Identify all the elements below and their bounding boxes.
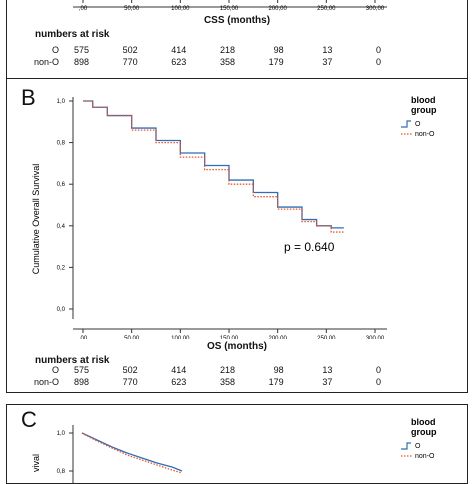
panel-c-series-o [81,432,183,472]
survival-chart: Cumulative Overall Survival 0,0 0,2 0,4 0,6… [31,95,437,339]
x-tick-label: 100,00 [171,6,190,12]
x-tick-label: 50,00 [124,6,140,12]
top-risk-table: O 575 502 414 218 98 13 0 non-O 898 770 623 358 179 37… [7,45,467,75]
risk-cell: 0 [375,45,381,55]
risk-cell: 179 [268,57,284,67]
risk-cell: 623 [171,57,187,67]
y-tick-label: 0,0 [57,307,66,313]
x-tick-label: 200,00 [268,6,287,12]
risk-cell: 358 [219,377,235,387]
panel-c-legend-title-1: blood [411,417,436,427]
x-tick-label: 150,00 [220,336,239,339]
y-tick-label: 0,6 [57,182,66,188]
series-line-o [83,100,344,229]
series-group [83,100,344,233]
panel-b-letter: B [21,85,36,110]
risk-cell: 575 [73,45,89,55]
risk-row-label: non-O [33,57,59,67]
top-panel: ,00 50,00 100,00 150,00 200,00 250,00 300,00 C… [6,0,468,88]
risk-row-label: O [51,365,59,375]
risk-cell: 770 [122,377,138,387]
risk-cell: 414 [171,365,187,375]
x-tick-label: 250,00 [317,336,336,339]
risk-row-label: O [51,45,59,55]
x-tick-label: 150,00 [220,6,239,12]
x-tick-label: 200,00 [268,336,287,339]
x-ticks: ,00 50,00 100,00 150,00 200,00 250,00 300,00 [79,329,385,339]
top-x-axis-title: CSS (months) [203,15,271,26]
x-tick-label: 250,00 [317,6,336,12]
risk-row-label: non-O [33,377,59,387]
panel-c-series-non-o [81,432,183,474]
risk-cell: 502 [122,365,138,375]
x-axis-title: OS (months) [207,341,267,352]
panel-b: B Cumulative Overall Survival 0,0 0,2 0,4 0… [6,78,468,393]
risk-cell: 179 [268,377,284,387]
legend-o-label: O [415,121,421,128]
y-tick-label: 0,8 [57,141,66,147]
risk-cell: 502 [122,45,138,55]
panel-c-ytick-2: 0,8 [57,469,66,475]
top-x-axis: ,00 50,00 100,00 150,00 200,00 250,00 300,00 [73,0,387,12]
risk-cell: 13 [322,45,333,55]
x-tick-label: ,00 [79,6,88,12]
risk-cell: 0 [375,365,381,375]
panel-c-legend-title-2: group [411,427,437,437]
risk-cell: 98 [273,45,284,55]
risk-cell: 623 [171,377,187,387]
y-tick-label: 0,4 [57,224,66,230]
b-risk-table: O 575 502 414 218 98 13 0 non-O 898 770 623 358 179 37… [7,365,467,392]
series-line-non-o [83,100,344,233]
risk-cell: 575 [73,365,89,375]
panel-c-ytick-1: 1,0 [57,431,66,437]
x-tick-label: ,00 [79,336,88,339]
risk-cell: 98 [273,365,284,375]
panel-c-legend-o-swatch [401,442,411,450]
risk-cell: 0 [375,377,381,387]
risk-cell: 13 [322,365,333,375]
panel-c-y-title: vival [31,454,41,472]
b-risk-title: numbers at risk [35,355,110,366]
y-tick-label: 0,2 [57,265,66,271]
risk-cell: 218 [219,365,235,375]
risk-cell: 770 [122,57,138,67]
x-tick-label: 50,00 [124,336,140,339]
risk-cell: 218 [219,45,235,55]
risk-cell: 37 [322,377,333,387]
legend: blood group O non-O [401,95,437,138]
legend-title-line1: blood [411,95,436,105]
panel-c-chart: vival 1,0 0,8 blood group O non-O [31,417,437,483]
risk-cell: 898 [73,57,89,67]
risk-cell: 414 [171,45,187,55]
top-risk-title: numbers at risk [35,29,110,40]
y-ticks: 0,0 0,2 0,4 0,6 0,8 1,0 [57,99,73,313]
panel-c-letter: C [21,407,37,432]
risk-cell: 0 [375,57,381,67]
x-tick-label: 300,00 [366,6,385,12]
risk-cell: 898 [73,377,89,387]
risk-cell: 358 [219,57,235,67]
legend-o-swatch [401,120,411,128]
legend-non-o-label: non-O [415,131,435,138]
risk-cell: 37 [322,57,333,67]
p-value-label: p = 0.640 [284,240,335,254]
y-tick-label: 1,0 [57,99,66,105]
x-tick-label: 300,00 [366,336,385,339]
x-tick-label: 100,00 [171,336,190,339]
panel-c-legend-non-o: non-O [415,453,435,460]
legend-title-line2: group [411,105,437,115]
y-axis-title: Cumulative Overall Survival [31,164,41,275]
panel-c-legend-o: O [415,443,421,450]
top-x-ticks: ,00 50,00 100,00 150,00 200,00 250,00 300,00 [79,0,385,12]
panel-c: C vival 1,0 0,8 blood group O non-O [6,404,468,484]
